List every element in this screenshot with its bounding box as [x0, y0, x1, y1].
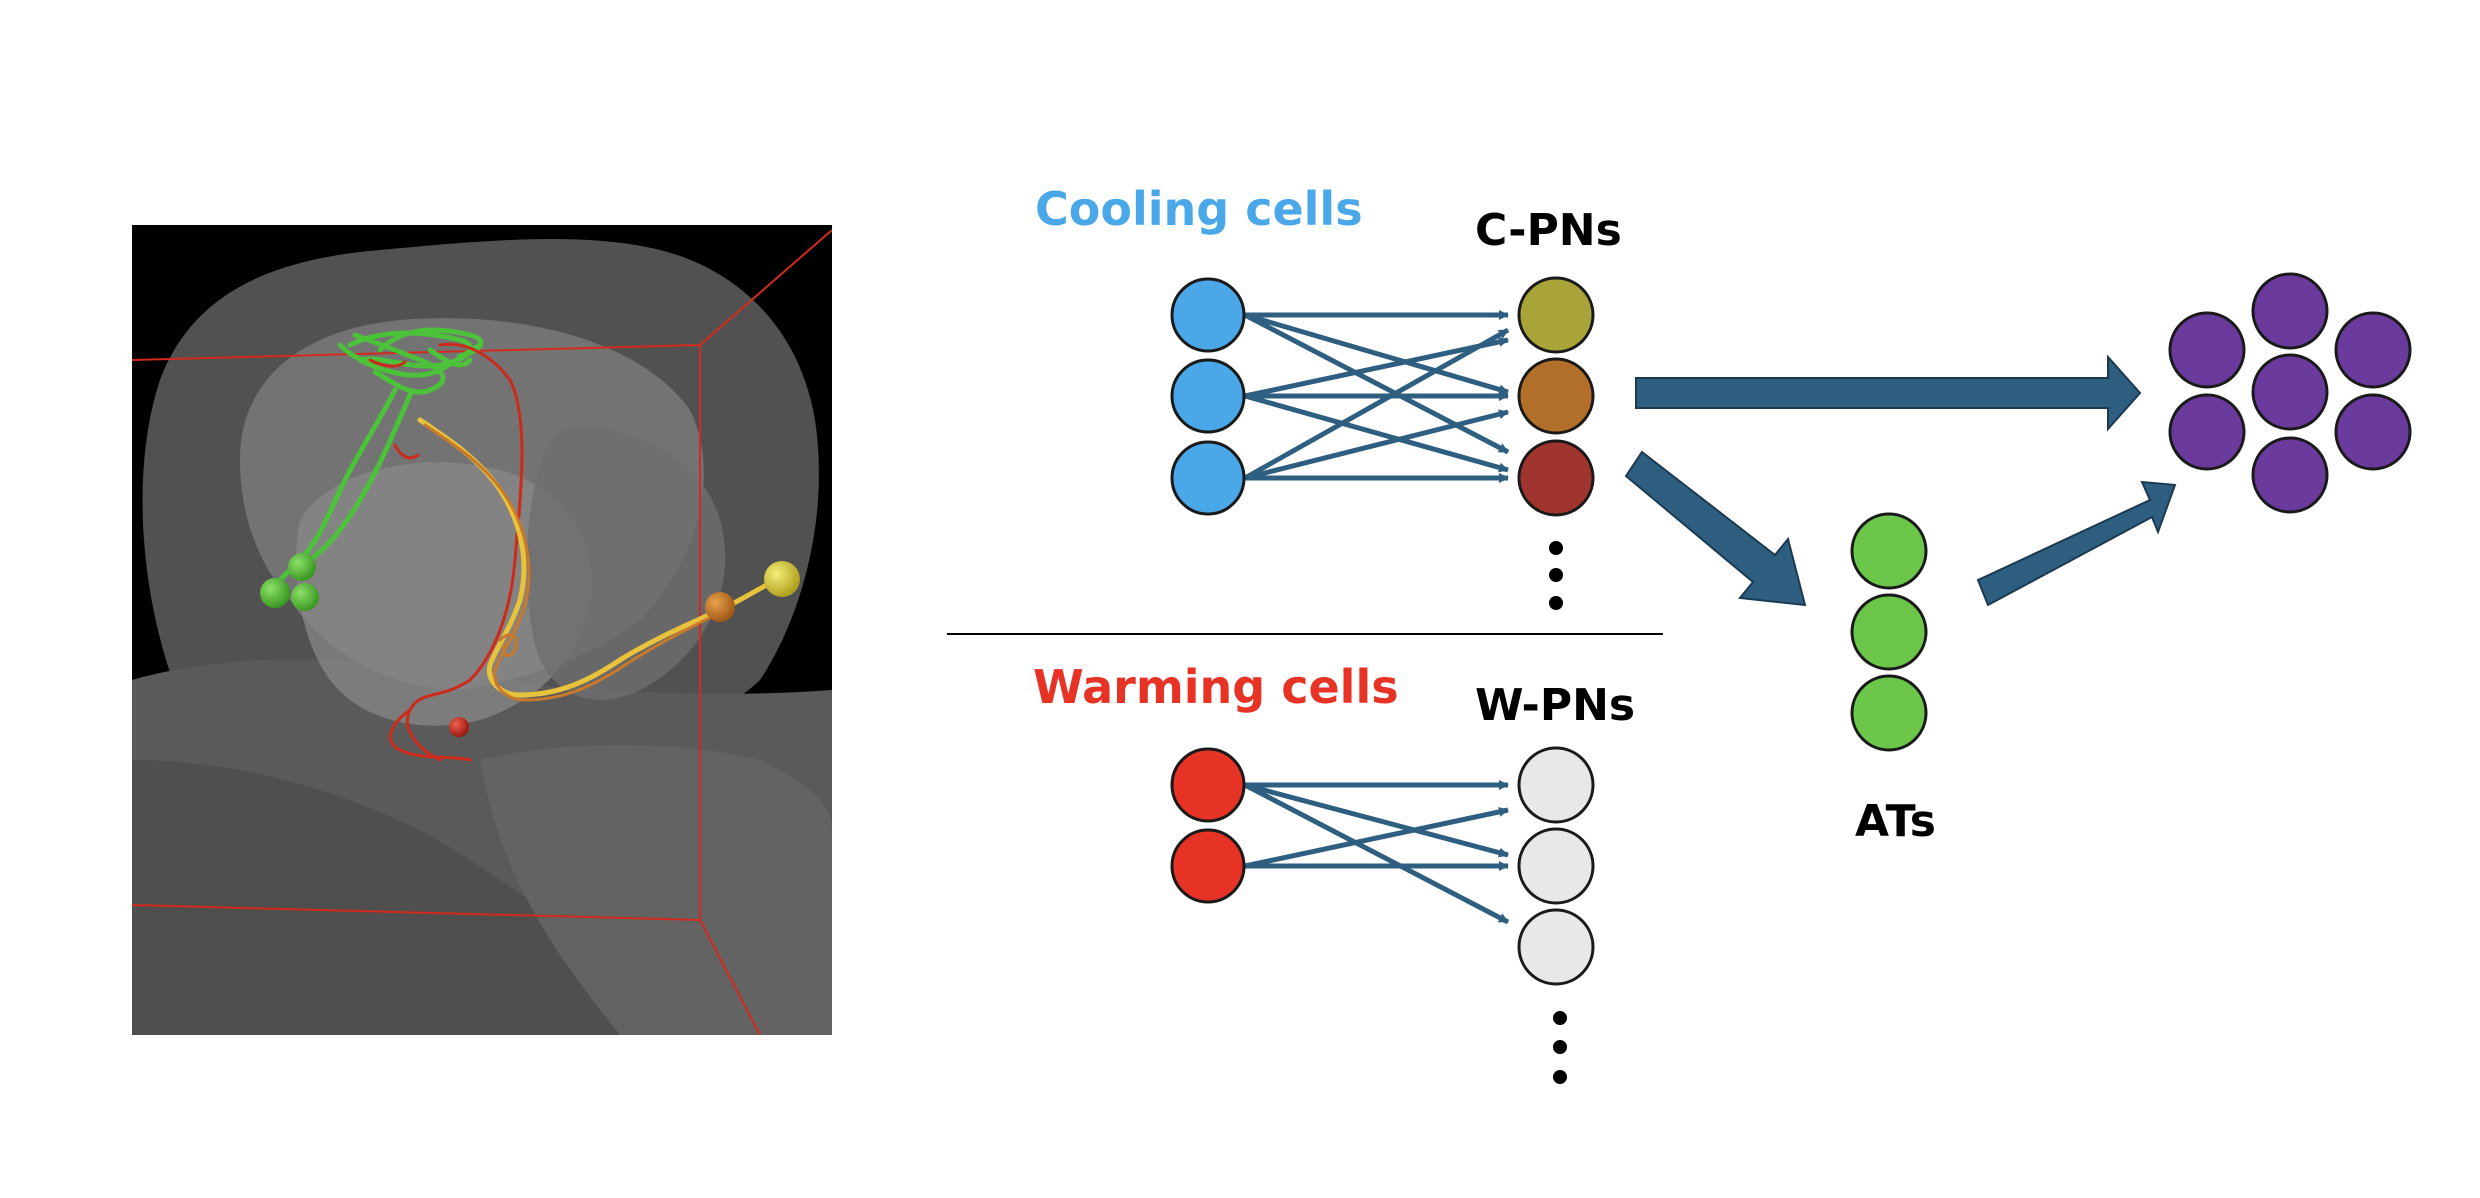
warming-cells: [1170, 747, 1246, 904]
c-pns-label: C-PNs: [1475, 205, 1622, 256]
output-cell-5: [2168, 393, 2246, 471]
w-pn-cells: [1517, 746, 1595, 986]
arrow-cpn-to-ats: [1624, 450, 1807, 607]
cooling-cell-1: [1170, 277, 1246, 353]
at-cell-3: [1850, 674, 1928, 752]
c-pn-cell-1: [1517, 276, 1595, 354]
warming-cell-1: [1170, 747, 1246, 823]
bounding-box-lines: [132, 229, 832, 1035]
red-neuron: [368, 342, 524, 762]
output-cell-3: [2334, 311, 2412, 389]
orange-neuron: [423, 423, 717, 702]
w-pn-cell-1: [1517, 746, 1595, 824]
brain-mesh-ventral-right: [480, 745, 832, 1035]
cooling-cell-3: [1170, 440, 1246, 516]
ats-label: ATs: [1855, 796, 1936, 847]
warming-connections: [1243, 780, 1510, 925]
w-pn-cell-3: [1517, 908, 1595, 986]
cooling-cells: [1170, 277, 1246, 516]
output-cell-4: [2251, 353, 2329, 431]
warming-cell-2: [1170, 828, 1246, 904]
cooling-connections: [1243, 310, 1510, 483]
red-soma: [449, 717, 469, 737]
c-pn-cell-2: [1517, 357, 1595, 435]
orange-soma: [705, 592, 735, 622]
w-pn-ellipsis: [1553, 1011, 1567, 1084]
brain-mesh-ventral: [132, 760, 700, 1035]
cooling-cells-label: Cooling cells: [1035, 182, 1363, 236]
warming-cells-label: Warming cells: [1033, 660, 1399, 714]
w-pn-cell-2: [1517, 827, 1595, 905]
cooling-cell-2: [1170, 358, 1246, 434]
yellow-soma: [764, 561, 800, 597]
neuron-3d-render: [132, 225, 832, 1035]
block-arrows: [1624, 354, 2177, 607]
arrow-cpn-to-output: [1635, 354, 2142, 432]
green-soma-2: [260, 578, 290, 608]
output-cell-1: [2168, 311, 2246, 389]
at-cells: [1850, 512, 1928, 752]
c-pn-cell-3: [1517, 439, 1595, 517]
output-cell-2: [2251, 272, 2329, 350]
w-pns-label: W-PNs: [1475, 680, 1635, 731]
output-cell-7: [2251, 436, 2329, 514]
c-pn-ellipsis: [1549, 541, 1563, 610]
output-cluster: [2168, 272, 2412, 514]
green-soma-3: [291, 583, 319, 611]
at-cell-2: [1850, 593, 1928, 671]
output-cell-6: [2334, 393, 2412, 471]
green-soma-1: [288, 553, 316, 581]
at-cell-1: [1850, 512, 1928, 590]
arrow-ats-to-output: [1976, 480, 2177, 607]
c-pn-cells: [1517, 276, 1595, 517]
